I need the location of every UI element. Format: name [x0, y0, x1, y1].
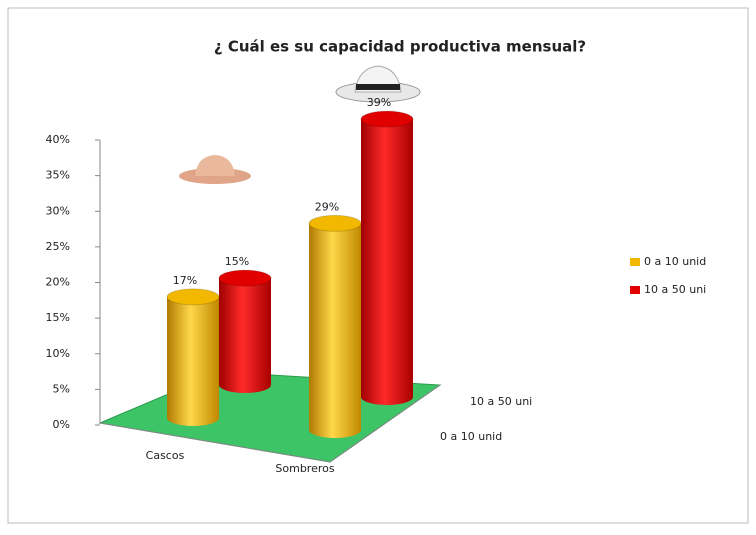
y-tick-label: 0%: [53, 418, 70, 431]
data-label: 29%: [315, 200, 339, 213]
depth-label: 0 a 10 unid: [440, 430, 502, 443]
y-tick-label: 25%: [46, 240, 70, 253]
x-tick-label: Sombreros: [275, 462, 334, 475]
y-tick-label: 20%: [46, 276, 70, 289]
helmet-icon: [179, 155, 251, 184]
depth-label: 10 a 50 uni: [470, 395, 532, 408]
cylinder-top: [308, 214, 362, 232]
legend-swatch: [630, 258, 640, 266]
cylinder-top: [218, 269, 272, 287]
legend-swatch: [630, 286, 640, 294]
legend-label: 10 a 50 uni: [644, 283, 706, 296]
x-axis: [99, 422, 331, 463]
y-tick-label: 5%: [53, 382, 70, 395]
y-tick-label: 10%: [46, 347, 70, 360]
cylinder: [361, 119, 413, 405]
cylinder-top: [166, 288, 220, 306]
cylinder: [167, 296, 219, 426]
y-tick-label: 35%: [46, 169, 70, 182]
data-label: 15%: [225, 255, 249, 268]
hat-icon: [335, 65, 421, 103]
y-tick-label: 40%: [46, 133, 70, 146]
cylinder-top: [360, 110, 414, 128]
chart-title: ¿ Cuál es su capacidad productiva mensua…: [214, 38, 586, 56]
x-tick-label: Cascos: [146, 449, 185, 462]
y-tick-label: 15%: [46, 311, 70, 324]
legend-label: 0 a 10 unid: [644, 255, 706, 268]
data-label: 17%: [173, 274, 197, 287]
depth-axis: [329, 384, 441, 463]
y-tick-label: 30%: [46, 204, 70, 217]
cylinder: [309, 223, 361, 438]
cylinder: [219, 278, 271, 393]
data-label: 39%: [367, 96, 391, 109]
